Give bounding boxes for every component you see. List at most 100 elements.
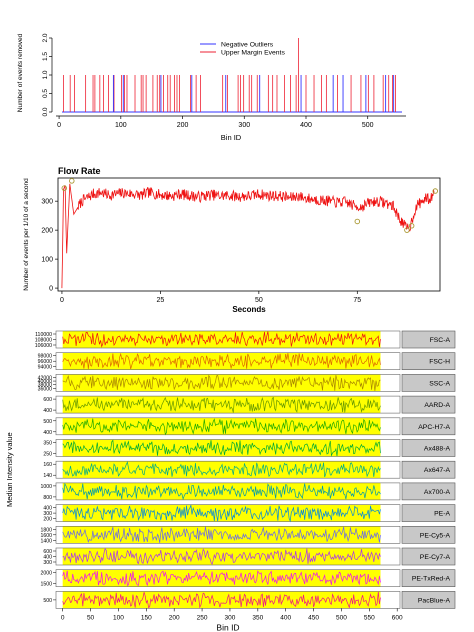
y-tick-label: 1600 — [40, 533, 52, 539]
y-tick-label: 160 — [43, 462, 52, 468]
intensity-trace — [62, 526, 381, 543]
y-tick-label: 108000 — [35, 338, 52, 344]
channel-label: Ax647-A — [424, 467, 451, 474]
good-region-band — [62, 417, 381, 435]
y-tick-label: 1400 — [40, 538, 52, 544]
y-tick-label: 106000 — [35, 343, 52, 349]
y-tick-label: 42000 — [38, 375, 53, 381]
channel-label: PE-A — [434, 511, 450, 518]
x-tick-label: 500 — [362, 122, 374, 129]
x-tick-label: 50 — [255, 297, 263, 304]
y-tick-label: 38000 — [38, 383, 53, 389]
channel-strip — [401, 460, 456, 479]
channel-strip — [401, 504, 456, 522]
x-axis-title: Bin ID — [221, 133, 242, 142]
channel-label: Ax488-A — [424, 446, 451, 453]
x-tick-label: 500 — [336, 614, 347, 621]
good-region-band — [62, 548, 381, 565]
y-tick-label: 2000 — [40, 571, 52, 577]
intensity-trace — [62, 591, 381, 609]
y-tick-label: 400 — [43, 408, 52, 414]
channel-strip — [401, 569, 456, 588]
row-frame — [55, 395, 401, 414]
channel-strip — [401, 395, 456, 414]
intensity-trace — [62, 418, 381, 436]
channel-strip — [401, 439, 456, 457]
y-tick-label: 96000 — [38, 359, 53, 365]
row-frame — [55, 569, 401, 588]
channel-strip — [401, 482, 456, 501]
y-tick-label: 350 — [43, 441, 52, 447]
x-tick-label: 0 — [60, 297, 64, 304]
plot-frame — [57, 177, 441, 292]
x-tick-label: 550 — [364, 614, 375, 621]
channel-label: PE-Cy7-A — [420, 554, 451, 561]
channel-label: APC-H7-A — [418, 424, 450, 431]
channel-strip — [401, 591, 456, 609]
y-tick-label: 40000 — [38, 379, 53, 385]
y-tick-label: 36000 — [38, 386, 53, 392]
x-tick-label: 350 — [252, 614, 263, 621]
y-tick-label: 200 — [41, 228, 53, 235]
y-tick-label: 0 — [49, 286, 53, 293]
x-axis-title: Seconds — [232, 305, 266, 314]
x-tick-label: 400 — [300, 122, 312, 129]
channel-strip — [401, 352, 456, 371]
x-tick-label: 450 — [308, 614, 319, 621]
y-tick-label: 400 — [43, 430, 52, 436]
channel-label: PacBlue-A — [418, 597, 451, 604]
intensity-trace — [62, 504, 381, 523]
row-frame — [55, 482, 401, 501]
anomaly-point — [404, 227, 410, 233]
y-axis-title: Number of events per 1/10 of a second — [23, 178, 30, 291]
y-tick-label: 250 — [43, 452, 52, 458]
y-tick-label: 98000 — [38, 354, 53, 360]
channel-label: PE-Cy5-A — [420, 532, 451, 539]
good-region-band — [62, 352, 381, 370]
intensity-trace — [62, 331, 381, 348]
channel-strip — [401, 525, 456, 544]
good-region-band — [62, 439, 381, 457]
intensity-trace — [62, 352, 381, 370]
x-tick-label: 150 — [141, 614, 152, 621]
intensity-trace — [62, 374, 381, 391]
x-axis-title: Bin ID — [216, 622, 239, 632]
x-tick-label: 400 — [280, 614, 291, 621]
x-tick-label: 100 — [113, 614, 124, 621]
channel-label: FSC-A — [430, 337, 451, 344]
x-tick-label: 25 — [156, 297, 164, 304]
channel-label: FSC-H — [429, 359, 450, 366]
x-tick-label: 250 — [197, 614, 208, 621]
row-frame — [55, 460, 401, 479]
y-tick-label: 1000 — [40, 484, 52, 490]
intensity-trace — [62, 547, 381, 566]
y-axis-title: Median Intensity value — [5, 432, 14, 507]
intensity-trace — [62, 570, 381, 587]
intensity-trace — [62, 439, 381, 457]
anomaly-point — [61, 185, 68, 191]
legend-label-negative: Negative Outliers — [221, 42, 274, 49]
flow-rate-line — [61, 183, 435, 289]
chart-title: Flow Rate — [58, 166, 101, 176]
y-tick-label: 1800 — [40, 527, 52, 533]
row-frame — [55, 417, 401, 436]
y-tick-label: 0.0 — [42, 107, 49, 116]
x-tick-label: 300 — [225, 614, 236, 621]
good-region-band — [62, 331, 381, 348]
channel-label: PE-TxRed-A — [412, 576, 451, 583]
x-tick-label: 600 — [392, 614, 403, 621]
anomaly-point — [354, 218, 361, 225]
y-tick-label: 1500 — [40, 582, 52, 588]
x-tick-label: 50 — [87, 614, 95, 621]
y-tick-label: 400 — [43, 506, 52, 512]
y-tick-label: 300 — [43, 560, 52, 566]
outliers-panel: 0 100 200 300 400 500 0.0 0.5 1.0 1.5 2.0 Bin ID Num… — [17, 33, 406, 142]
intensity-trace — [62, 482, 381, 501]
y-tick-label: 500 — [43, 419, 52, 425]
anomaly-point — [69, 178, 75, 184]
x-tick-label: 0 — [61, 614, 65, 621]
channel-strip — [401, 417, 456, 436]
y-tick-label: 200 — [43, 517, 52, 523]
